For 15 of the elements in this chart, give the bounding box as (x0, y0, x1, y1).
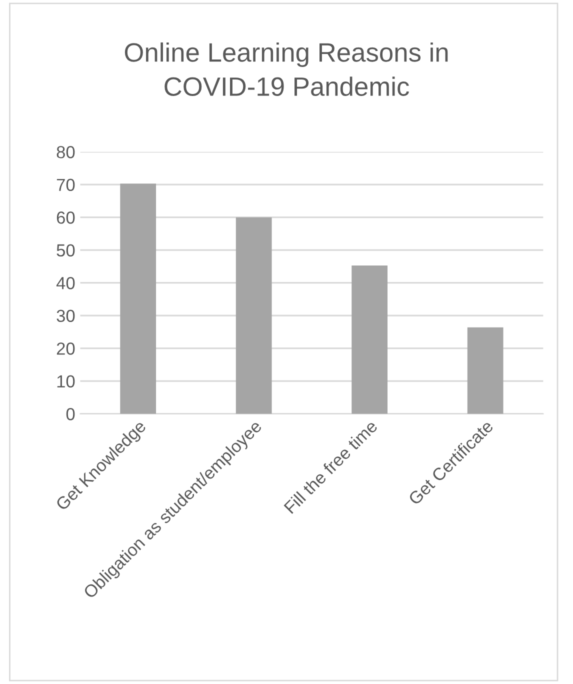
bar (352, 265, 388, 414)
y-tick-label: 30 (56, 310, 75, 322)
y-tick-label: 40 (56, 277, 75, 290)
y-tick-label: 60 (56, 212, 75, 224)
y-tick-label: 10 (57, 375, 75, 388)
bar (236, 217, 272, 414)
bar (467, 327, 504, 414)
y-tick-label: 20 (56, 342, 75, 355)
y-tick-label: 80 (56, 146, 75, 158)
y-tick-label: 50 (56, 244, 75, 257)
x-tick-label: Fill the free time (283, 419, 378, 514)
y-tick-label: 0 (66, 408, 75, 420)
chart-title: Online Learning Reasons in COVID-19 Pandemic (124, 42, 448, 96)
y-tick-label: 70 (56, 178, 75, 192)
bar (120, 184, 156, 414)
